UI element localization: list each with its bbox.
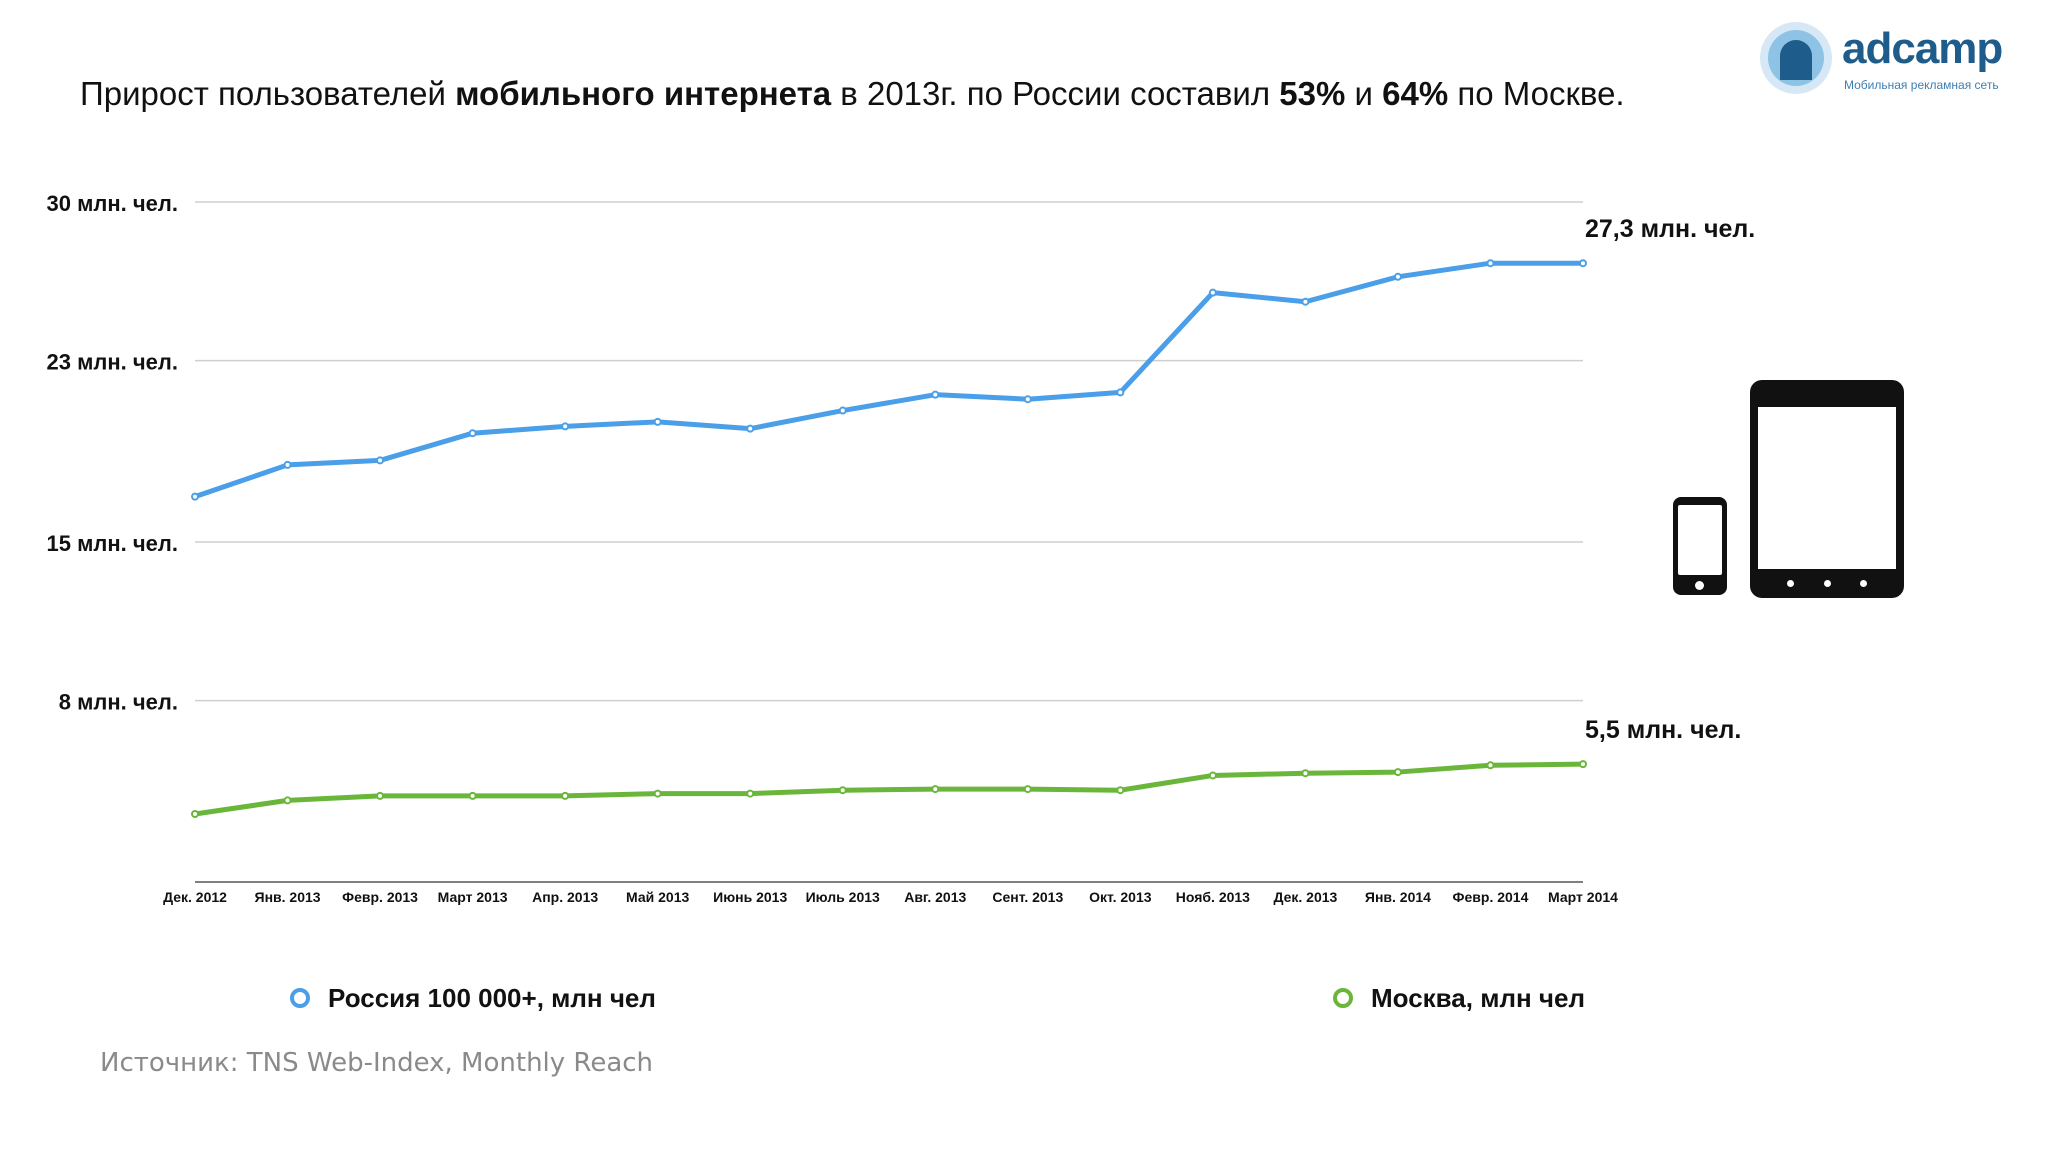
- x-tick-label: Март 2014: [1548, 889, 1618, 905]
- data-point: [746, 424, 755, 433]
- x-tick-label: Май 2013: [626, 889, 689, 905]
- x-tick-label: Авг. 2013: [904, 889, 966, 905]
- data-point: [838, 406, 847, 415]
- data-point: [1208, 771, 1217, 780]
- title-bold-1: мобильного интернета: [455, 75, 832, 112]
- source-note: Источник: TNS Web-Index, Monthly Reach: [100, 1048, 654, 1078]
- x-tick-label: Сент. 2013: [992, 889, 1063, 905]
- x-tick-label: Февр. 2013: [342, 889, 418, 905]
- end-value-label: 5,5 млн. чел.: [1585, 716, 1741, 744]
- data-point: [1579, 760, 1587, 769]
- x-tick-label: Апр. 2013: [532, 889, 598, 905]
- data-point: [191, 810, 199, 818]
- data-point: [1301, 769, 1310, 778]
- logo-wordmark: adcamp: [1842, 24, 2003, 73]
- legend-marker-moscow: [1333, 988, 1353, 1008]
- data-point: [1579, 259, 1587, 268]
- series-line-1: [192, 761, 1586, 817]
- data-point: [931, 390, 940, 399]
- logo-tagline: Мобильная рекламная сеть: [1844, 78, 1999, 92]
- data-point: [1486, 761, 1495, 770]
- y-tick-label: 8 млн. чел.: [59, 690, 178, 715]
- legend-item-russia: Россия 100 000+, млн чел: [290, 978, 656, 1018]
- adcamp-logo: adcamp Мобильная рекламная сеть: [1758, 20, 2028, 96]
- data-point: [1023, 785, 1032, 794]
- smartphone-icon: [1673, 497, 1727, 595]
- data-point: [931, 785, 940, 794]
- data-point: [283, 796, 292, 805]
- data-point: [561, 791, 570, 800]
- data-point: [1393, 272, 1402, 281]
- x-tick-label: Март 2013: [438, 889, 508, 905]
- x-tick-label: Июнь 2013: [713, 889, 787, 905]
- data-point: [1023, 395, 1032, 404]
- data-point: [838, 786, 847, 795]
- tablet-icon: [1750, 380, 1904, 598]
- y-tick-label: 15 млн. чел.: [47, 531, 178, 556]
- legend-label-moscow: Москва, млн чел: [1371, 982, 1585, 1013]
- adcamp-logo-icon: [1760, 22, 1832, 94]
- data-point: [283, 460, 292, 469]
- title-bold-2: 53%: [1279, 75, 1346, 112]
- data-point: [468, 791, 477, 800]
- y-tick-label: 30 млн. чел.: [47, 191, 178, 216]
- data-point: [1486, 259, 1495, 268]
- data-point: [1301, 297, 1310, 306]
- title-part-4: по Москве.: [1448, 75, 1625, 112]
- x-tick-label: Февр. 2014: [1453, 889, 1529, 905]
- chart-title: Прирост пользователей мобильного интерне…: [80, 74, 1625, 114]
- data-point: [376, 791, 385, 800]
- x-tick-label: Июль 2013: [806, 889, 880, 905]
- data-point: [191, 492, 199, 501]
- data-point: [1116, 388, 1125, 397]
- x-tick-label: Янв. 2014: [1365, 889, 1431, 905]
- data-point: [746, 789, 755, 798]
- data-point: [376, 456, 385, 465]
- data-point: [653, 417, 662, 426]
- legend-item-moscow: Москва, млн чел: [1333, 978, 1585, 1018]
- x-tick-label: Дек. 2012: [163, 889, 227, 905]
- data-point: [1116, 786, 1125, 795]
- y-tick-label: 23 млн. чел.: [47, 350, 178, 375]
- data-point: [1393, 768, 1402, 777]
- legend-label-russia: Россия 100 000+, млн чел: [328, 982, 656, 1013]
- x-tick-label: Окт. 2013: [1089, 889, 1152, 905]
- data-point: [468, 429, 477, 438]
- series-line-0: [192, 260, 1586, 500]
- legend-marker-russia: [290, 988, 310, 1008]
- title-part-1: Прирост пользователей: [80, 75, 456, 112]
- title-part-2: в 2013г. по России составил: [831, 75, 1280, 112]
- x-tick-label: Дек. 2013: [1273, 889, 1337, 905]
- data-point: [561, 422, 570, 431]
- x-tick-label: Янв. 2013: [255, 889, 321, 905]
- x-tick-label: Нояб. 2013: [1176, 889, 1250, 905]
- data-point: [653, 789, 662, 798]
- end-value-label: 27,3 млн. чел.: [1585, 215, 1755, 243]
- title-bold-3: 64%: [1382, 75, 1449, 112]
- data-point: [1208, 288, 1217, 297]
- title-part-3: и: [1345, 75, 1383, 112]
